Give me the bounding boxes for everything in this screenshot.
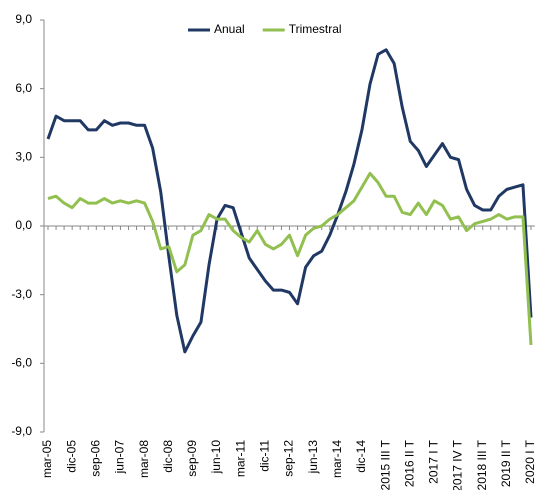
y-tick-label: -3,0 — [11, 287, 32, 301]
x-tick-label: mar-05 — [40, 440, 54, 478]
x-tick-label: sep-09 — [185, 440, 199, 477]
x-tick-label: sep-12 — [282, 440, 296, 477]
x-tick-label: jun-10 — [209, 440, 223, 475]
x-tick-label: sep-06 — [88, 440, 102, 477]
x-tick-label: dic-05 — [64, 440, 78, 473]
y-tick-label: 6,0 — [15, 81, 32, 95]
x-tick-label: 2019 II T — [499, 439, 513, 487]
x-tick-label: jun-07 — [113, 440, 127, 475]
x-tick-label: 2015 III T — [378, 439, 392, 490]
legend-label: Anual — [214, 22, 245, 36]
series-line — [47, 171, 533, 346]
x-tick-label: mar-11 — [233, 440, 247, 477]
x-tick-label: dic-14 — [354, 440, 368, 473]
x-tick-label: mar-14 — [330, 440, 344, 478]
x-tick-label: 2016 II T — [402, 439, 416, 487]
x-tick-label: 2017 I T — [427, 439, 441, 483]
x-tick-label: jun-13 — [306, 440, 320, 475]
y-tick-label: 0,0 — [15, 218, 32, 232]
y-tick-label: -6,0 — [11, 356, 32, 370]
x-tick-label: dic-08 — [161, 440, 175, 473]
y-tick-label: 9,0 — [15, 12, 32, 26]
y-tick-label: -9,0 — [11, 424, 32, 438]
series-line — [46, 48, 533, 354]
y-tick-label: 3,0 — [15, 150, 32, 164]
x-tick-label: dic-11 — [258, 440, 272, 472]
x-tick-label: 2020 I T — [523, 439, 537, 483]
x-tick-label: 2018 III T — [475, 439, 489, 490]
x-tick-label: 2017 IV T — [451, 439, 465, 490]
legend-label: Trimestral — [289, 22, 342, 36]
x-tick-label: mar-08 — [137, 440, 151, 478]
